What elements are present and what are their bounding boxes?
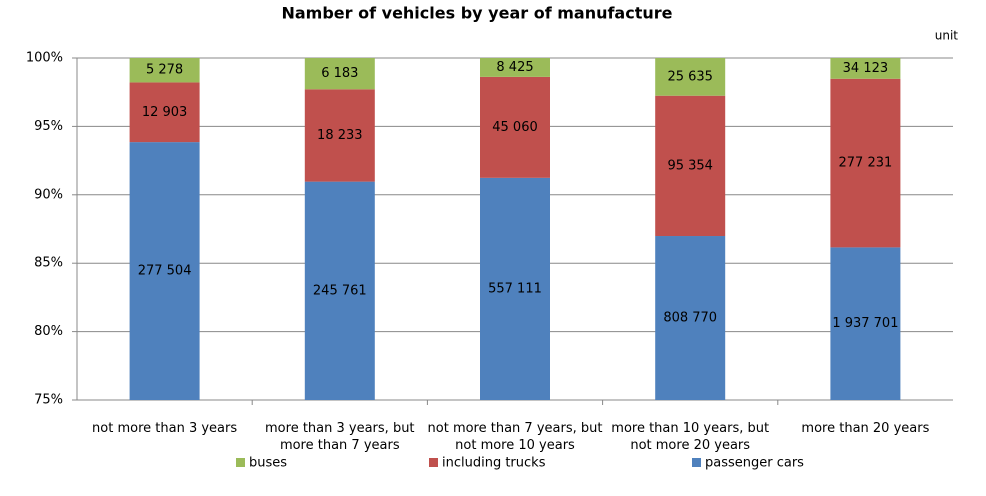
x-tick-label: not more than 7 years, but not more 10 y… [427, 421, 603, 453]
bar-segment [830, 58, 901, 79]
data-label: 808 770 [663, 311, 717, 326]
x-tick-label: more than 20 years [801, 421, 930, 436]
y-tick-label: 80% [34, 324, 63, 339]
legend-swatch [692, 458, 701, 467]
bar-segment [304, 89, 375, 182]
data-label: 34 123 [843, 61, 889, 76]
bar-segment [480, 177, 550, 400]
data-label: 557 111 [488, 281, 542, 296]
x-tick-label: more than 3 years, but more than 7 years [265, 421, 415, 453]
unit-note: unit [935, 29, 959, 43]
legend-swatch [236, 458, 245, 467]
x-tick-label: not more than 3 years [92, 421, 238, 436]
y-tick-label: 95% [34, 119, 63, 134]
bar-segment [655, 95, 726, 237]
legend-swatch [429, 458, 438, 467]
legend-label: passenger cars [705, 456, 804, 471]
bar-segment [655, 58, 726, 96]
bar-segment [129, 82, 200, 143]
chart-title: Namber of vehicles by year of manufactur… [281, 4, 672, 23]
data-label: 25 635 [667, 69, 713, 84]
y-tick-label: 100% [26, 51, 63, 66]
y-tick-label: 90% [34, 187, 63, 202]
data-label: 277 504 [138, 264, 192, 279]
bar-segment [129, 142, 200, 400]
bar-segment [304, 58, 375, 90]
data-label: 18 233 [317, 128, 363, 143]
legend-label: including trucks [442, 456, 546, 471]
data-label: 45 060 [492, 120, 538, 135]
y-tick-label: 85% [34, 256, 63, 271]
data-label: 277 231 [839, 156, 893, 171]
bar-segment [304, 181, 375, 400]
bar-segment [830, 78, 901, 248]
bar-segment [129, 58, 200, 83]
y-tick-label: 75% [34, 393, 63, 408]
bar-segment [480, 76, 550, 178]
data-label: 95 354 [667, 158, 713, 173]
data-label: 5 278 [146, 63, 183, 78]
legend-label: buses [249, 456, 287, 471]
bar-segment [655, 236, 726, 400]
data-label: 245 761 [313, 283, 367, 298]
bar-segment [480, 58, 550, 77]
bar-segment [830, 247, 901, 400]
data-label: 8 425 [496, 60, 533, 75]
x-tick-label: more than 10 years, but not more 20 year… [611, 421, 770, 453]
data-label: 6 183 [321, 66, 358, 81]
data-label: 1 937 701 [832, 316, 898, 331]
data-label: 12 903 [142, 105, 188, 120]
